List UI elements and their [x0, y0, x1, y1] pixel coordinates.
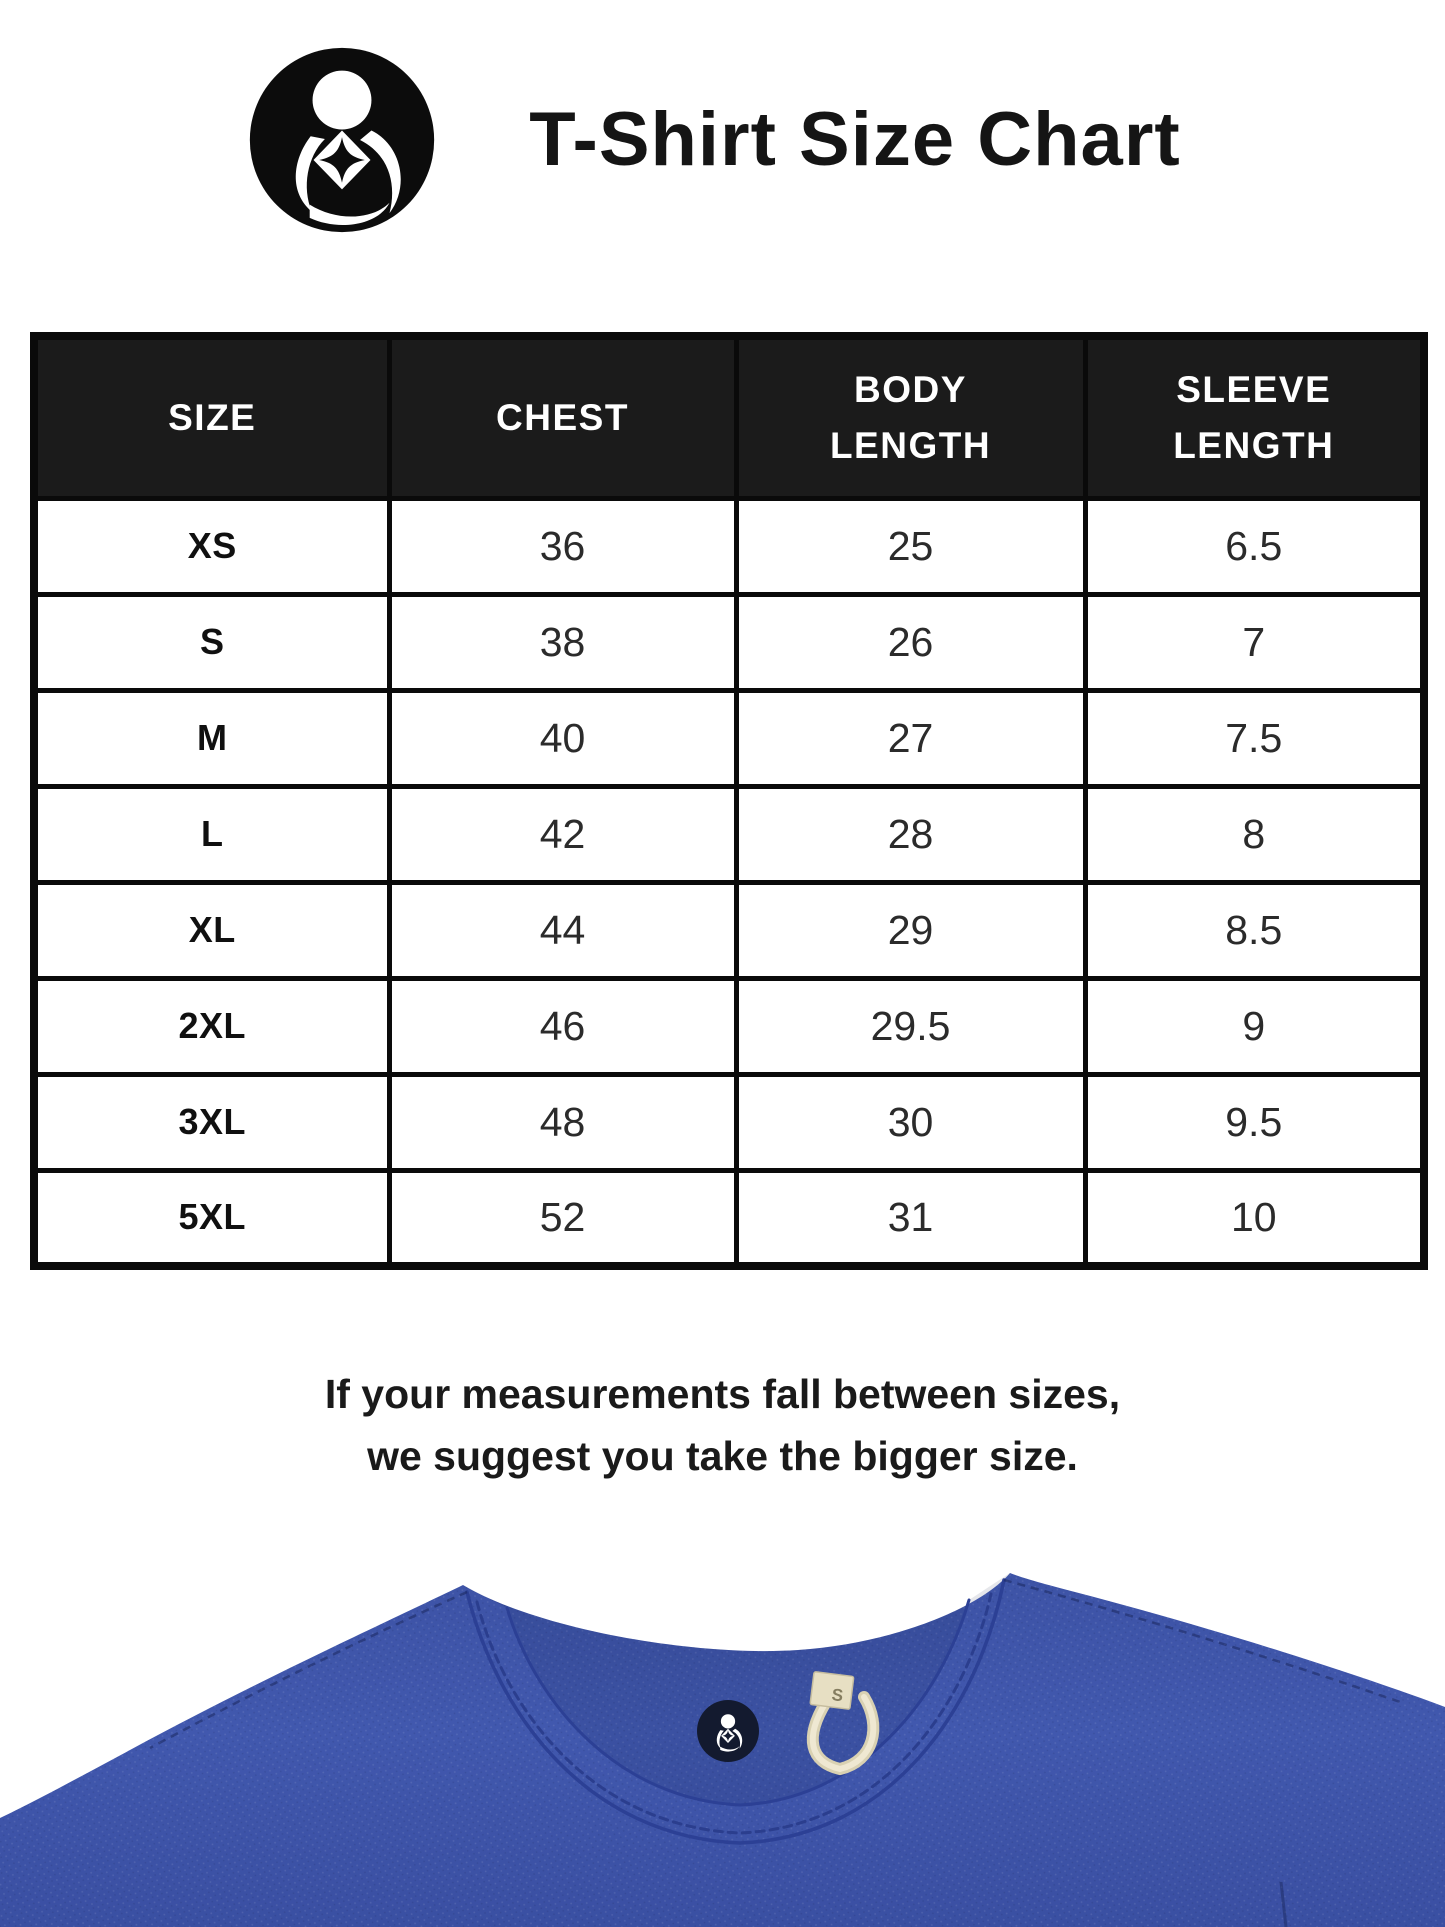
- table-row: 2XL 46 29.5 9: [31, 975, 1427, 1077]
- cell-body-length: 29: [733, 879, 1088, 981]
- cell-chest: 48: [386, 1071, 739, 1173]
- cell-body-length: 26: [733, 591, 1088, 693]
- cell-size: XL: [31, 879, 392, 981]
- cell-sleeve-length: 8.5: [1082, 879, 1427, 981]
- header-cell-body-length: BODY LENGTH: [733, 333, 1088, 501]
- cell-body-length: 25: [733, 495, 1088, 597]
- table-row: L 42 28 8: [31, 783, 1427, 885]
- cell-sleeve-length: 7: [1082, 591, 1427, 693]
- cell-sleeve-length: 9.5: [1082, 1071, 1427, 1173]
- cell-body-length: 31: [733, 1167, 1088, 1269]
- cell-chest: 46: [386, 975, 739, 1077]
- table-header-row: SIZE CHEST BODY LENGTH SLEEVE LENGTH: [31, 333, 1427, 501]
- cell-chest: 52: [386, 1167, 739, 1269]
- table-row: 3XL 48 30 9.5: [31, 1071, 1427, 1173]
- cell-size: L: [31, 783, 392, 885]
- shoulder-seams: [149, 1578, 1401, 1927]
- size-chart-table: SIZE CHEST BODY LENGTH SLEEVE LENGTH XS …: [30, 332, 1428, 1270]
- size-tag-letter: S: [831, 1685, 845, 1705]
- sizing-note-line1: If your measurements fall between sizes,: [324, 1371, 1121, 1417]
- cell-sleeve-length: 9: [1082, 975, 1427, 1077]
- cell-body-length: 28: [733, 783, 1088, 885]
- table-row: XS 36 25 6.5: [31, 495, 1427, 597]
- header-cell-size: SIZE: [31, 333, 392, 501]
- cell-size: 5XL: [31, 1167, 392, 1269]
- table-row: M 40 27 7.5: [31, 687, 1427, 789]
- cell-size: XS: [31, 495, 392, 597]
- cell-sleeve-length: 7.5: [1082, 687, 1427, 789]
- cell-body-length: 29.5: [733, 975, 1088, 1077]
- header-cell-sleeve-length: SLEEVE LENGTH: [1082, 333, 1427, 501]
- cell-size: 2XL: [31, 975, 392, 1077]
- cell-chest: 40: [386, 687, 739, 789]
- cell-chest: 38: [386, 591, 739, 693]
- sizing-note: If your measurements fall between sizes,…: [0, 1363, 1445, 1487]
- header-cell-chest: CHEST: [386, 333, 739, 501]
- page-title: T-Shirt Size Chart: [529, 97, 1181, 182]
- tshirt-collar: [465, 1578, 1006, 1845]
- cell-chest: 42: [386, 783, 739, 885]
- size-tag: S: [806, 1671, 880, 1776]
- neck-label: [697, 1700, 759, 1762]
- cell-sleeve-length: 10: [1082, 1167, 1427, 1269]
- cell-size: S: [31, 591, 392, 693]
- table-row: 5XL 52 31 10: [31, 1167, 1427, 1269]
- cell-size: 3XL: [31, 1071, 392, 1173]
- cell-body-length: 27: [733, 687, 1088, 789]
- brand-logo-icon: [249, 47, 435, 233]
- cell-size: M: [31, 687, 392, 789]
- cell-chest: 44: [386, 879, 739, 981]
- table-row: S 38 26 7: [31, 591, 1427, 693]
- sizing-note-line2: we suggest you take the bigger size.: [367, 1433, 1078, 1479]
- cell-body-length: 30: [733, 1071, 1088, 1173]
- cell-sleeve-length: 6.5: [1082, 495, 1427, 597]
- cell-sleeve-length: 8: [1082, 783, 1427, 885]
- cell-chest: 36: [386, 495, 739, 597]
- table-row: XL 44 29 8.5: [31, 879, 1427, 981]
- tshirt-photo: S: [0, 1573, 1445, 1927]
